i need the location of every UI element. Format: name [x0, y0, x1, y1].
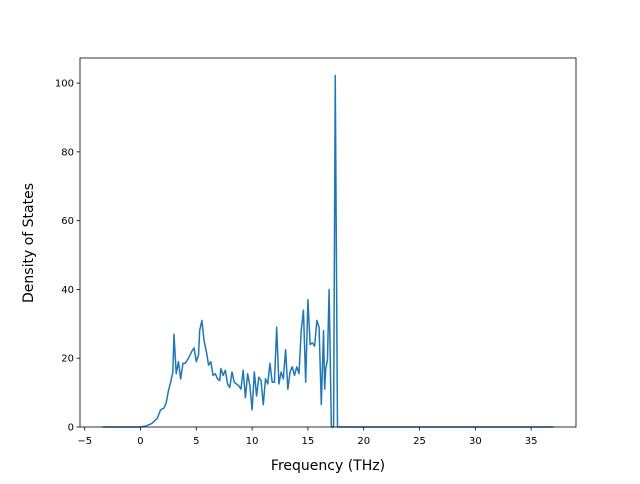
x-tick-label: 0: [137, 436, 143, 447]
x-axis-label: Frequency (THz): [271, 458, 385, 474]
y-tick-label: 80: [61, 147, 74, 158]
y-axis-label: Density of States: [21, 183, 37, 303]
x-tick-label: 10: [246, 436, 259, 447]
x-tick-label: 35: [525, 436, 538, 447]
x-tick-label: 15: [302, 436, 315, 447]
x-tick-label: −5: [77, 436, 92, 447]
x-tick-label: 5: [193, 436, 199, 447]
y-tick-label: 100: [55, 79, 74, 90]
plot-frame: [79, 57, 577, 428]
x-tick-label: 20: [357, 436, 370, 447]
y-tick-label: 40: [61, 285, 74, 296]
data-line: [102, 74, 554, 428]
y-tick-label: 20: [61, 354, 74, 365]
y-tick-label: 0: [68, 423, 74, 434]
y-tick-label: 60: [61, 216, 74, 227]
x-tick-label: 25: [413, 436, 426, 447]
x-tick-label: 30: [469, 436, 482, 447]
